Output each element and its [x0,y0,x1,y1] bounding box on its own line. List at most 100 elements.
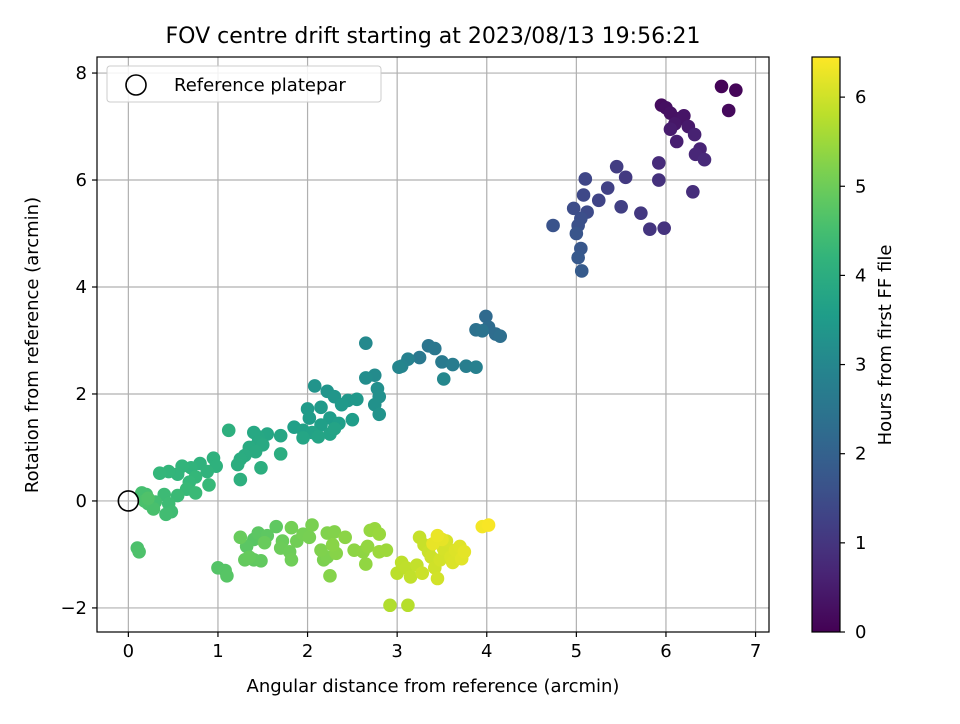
scatter-point [345,412,360,427]
x-tick-label: 5 [571,641,582,662]
scatter-point [350,392,364,407]
scatter-point [269,519,284,534]
scatter-point [651,156,666,170]
x-tick-label: 4 [481,641,492,662]
scatter-point [436,372,451,386]
scatter-point [571,250,585,265]
y-tick-label: −2 [60,598,87,619]
scatter-point [493,329,508,344]
scatter-point [651,173,666,187]
scatter-point [359,371,373,385]
scatter-point [714,79,729,94]
scatter-point [401,598,415,613]
scatter-point [430,528,445,543]
scatter-point [314,400,328,415]
scatter-point [254,460,268,475]
scatter-point [576,188,591,202]
scatter-point [392,360,406,375]
x-tick-label: 6 [660,641,671,662]
colorbar-ticks: 0 1 2 3 4 5 6 [840,87,866,643]
scatter-point [697,152,712,167]
colorbar-tick-label: 4 [855,265,866,286]
scatter-point [686,184,700,199]
scatter-point [302,530,317,545]
scatter-point [327,525,342,539]
scatter-point [574,264,589,278]
scatter-point [314,543,328,557]
scatter-point [302,411,317,425]
y-ticks: −2 0 2 4 6 8 [60,63,97,619]
x-axis-label: Angular distance from reference (arcmin) [247,676,620,697]
scatter-point [188,486,203,500]
scatter-point [146,502,161,516]
scatter-point [481,518,496,532]
scatter-point [296,431,310,445]
scatter-point [254,554,268,568]
scatter-point [360,539,375,554]
chart-title: FOV centre drift starting at 2023/08/13 … [166,24,701,49]
legend-marker [125,74,147,96]
scatter-point [445,357,460,372]
y-tick-label: 6 [76,170,87,191]
scatter-point [257,535,272,550]
scatter-point [591,193,606,208]
scatter-point [372,527,387,541]
y-tick-label: 0 [76,491,87,512]
scatter-point [433,552,447,567]
scatter-point [379,543,394,557]
y-axis-label: Rotation from reference (arcmin) [22,197,43,493]
scatter-point [609,159,624,174]
x-tick-label: 2 [302,641,313,662]
scatter-point [600,181,615,195]
x-gridlines [127,57,757,632]
scatter-point [311,429,326,444]
scatter-point [242,550,257,564]
colorbar-label: Hours from first FF file [875,245,896,446]
scatter-point [566,201,581,216]
scatter-point [457,544,472,559]
scatter-point [459,359,473,373]
scatter-point [221,423,236,438]
scatter-point [273,428,288,443]
scatter-point [663,122,678,137]
colorbar-tick-label: 2 [855,444,866,465]
scatter-point [614,199,628,214]
scatter-point [220,569,234,583]
legend: Reference platepar [106,65,382,103]
x-ticks: 0 1 2 3 4 5 6 7 [123,632,761,662]
y-tick-label: 8 [76,63,87,84]
x-tick-label: 3 [391,641,402,662]
scatter-point [729,83,743,97]
scatter-point [273,447,288,461]
scatter-point [427,341,442,356]
scatter-point [721,103,736,118]
scatter-point [327,421,342,436]
scatter-point [657,221,671,235]
scatter-point [372,407,387,422]
scatter-point [383,598,397,613]
colorbar-tick-label: 3 [855,355,866,376]
scatter-point [475,324,490,338]
scatter-point [403,570,418,584]
scatter-point [415,566,430,580]
scatter-point [152,466,167,480]
scatter-point [248,444,263,459]
colorbar-gradient [811,56,841,633]
scatter-point [305,518,319,532]
scatter-points [130,79,743,613]
colorbar: 0 1 2 3 4 5 6 Hours from first FF file [811,56,896,643]
legend-box [106,65,382,103]
colorbar-tick-label: 5 [855,176,866,197]
scatter-point [359,557,373,571]
scatter-point [546,218,560,233]
scatter-point [233,472,248,487]
scatter-point [325,538,340,552]
scatter-point [284,552,299,567]
x-tick-label: 1 [212,641,223,662]
scatter-point [412,350,427,365]
scatter-point [233,530,248,545]
plot-frame [96,56,770,633]
scatter-point [284,520,299,535]
